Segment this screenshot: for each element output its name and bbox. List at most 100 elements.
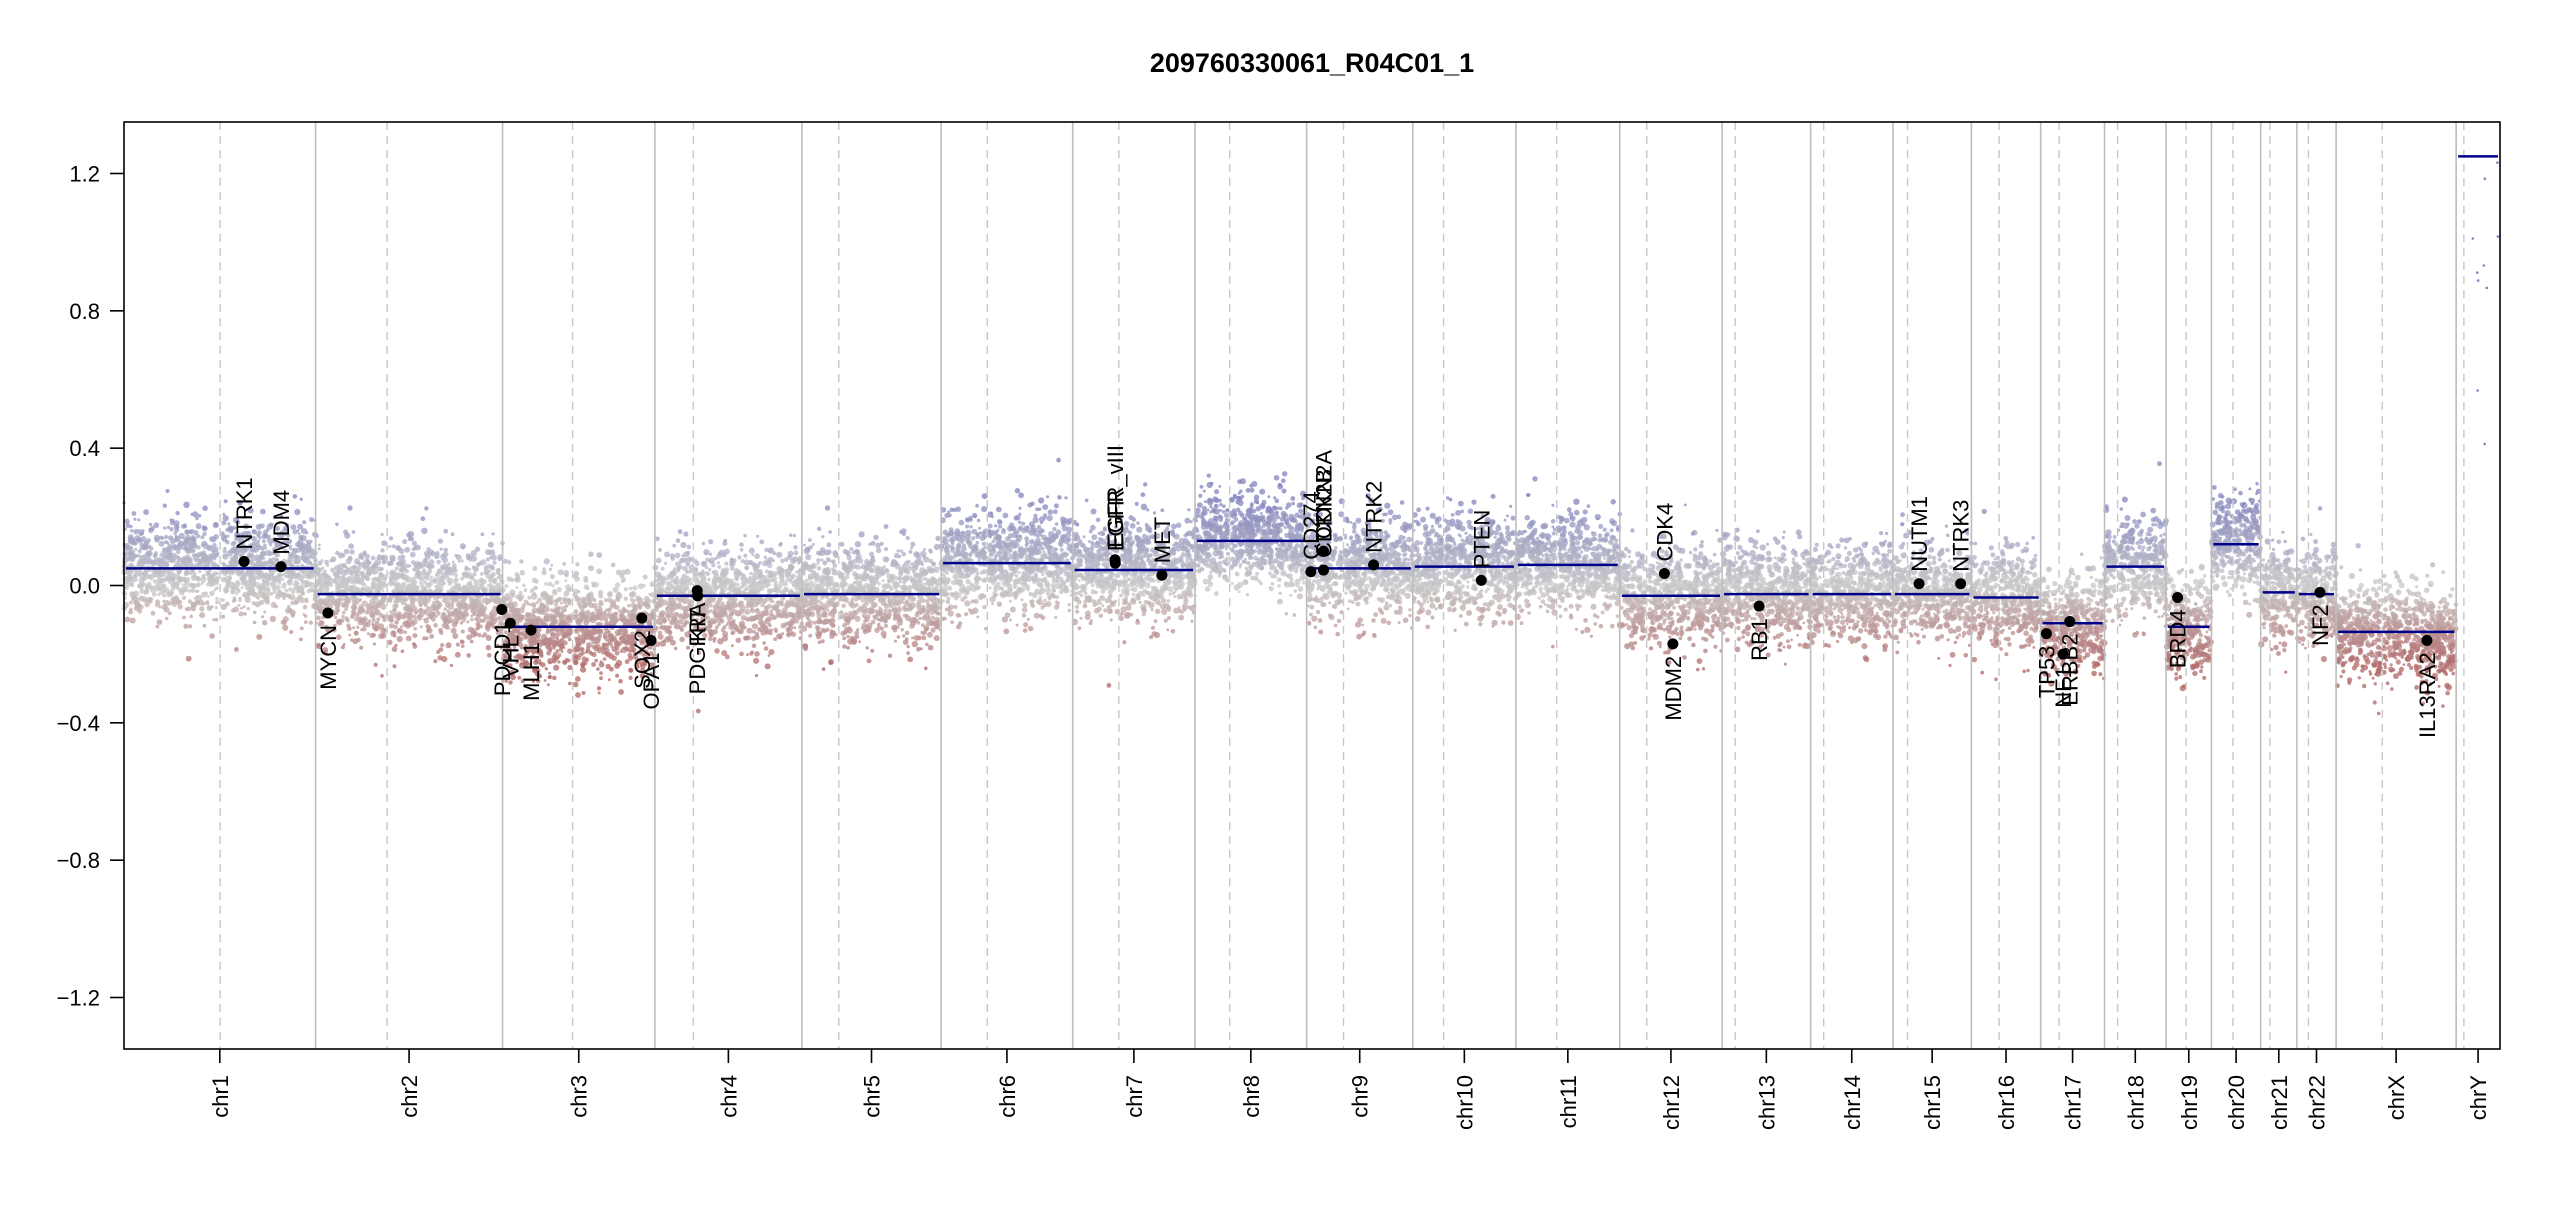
probe-point — [735, 637, 742, 644]
probe-point — [792, 583, 796, 588]
probe-point — [240, 586, 244, 590]
probe-point — [780, 622, 787, 629]
probe-point — [308, 588, 313, 593]
probe-point — [299, 637, 303, 642]
probe-point — [591, 584, 595, 588]
probe-point — [129, 582, 135, 588]
probe-point — [192, 541, 197, 545]
probe-point — [532, 566, 538, 571]
probe-point — [213, 521, 219, 527]
probe-point — [603, 635, 608, 640]
probe-point — [341, 610, 346, 615]
probe-point — [815, 550, 821, 556]
probe-point — [442, 563, 449, 570]
probe-point — [794, 618, 800, 624]
probe-point — [552, 675, 557, 681]
probe-point — [743, 635, 749, 641]
probe-point — [302, 613, 306, 616]
probe-point — [763, 575, 768, 579]
probe-point — [437, 603, 441, 607]
probe-point — [388, 536, 394, 541]
probe-point — [266, 523, 273, 530]
probe-point — [131, 511, 137, 516]
probe-point — [497, 556, 503, 562]
probe-point — [562, 659, 568, 665]
probe-point — [574, 628, 580, 635]
probe-point — [165, 573, 172, 580]
probe-point — [599, 660, 603, 663]
probe-point — [519, 559, 524, 564]
probe-point — [581, 656, 587, 662]
probe-point — [261, 539, 266, 544]
probe-point — [221, 520, 227, 526]
probe-point — [187, 599, 193, 604]
probe-point — [514, 576, 521, 583]
probe-point — [187, 529, 193, 535]
probe-point — [246, 607, 250, 611]
probe-point — [710, 633, 714, 637]
probe-point — [187, 549, 191, 553]
probe-point — [400, 583, 405, 589]
probe-point — [302, 557, 308, 563]
probe-point — [649, 612, 655, 618]
probe-point — [764, 569, 769, 574]
probe-point — [372, 642, 376, 646]
probe-point — [438, 579, 445, 586]
probe-point — [266, 587, 270, 591]
probe-point — [659, 581, 665, 586]
probe-point — [703, 549, 710, 556]
probe-point — [409, 614, 413, 618]
probe-point — [451, 597, 457, 603]
probe-point — [201, 544, 204, 547]
probe-point — [756, 534, 760, 538]
probe-point — [814, 578, 819, 583]
probe-point — [675, 538, 681, 543]
probe-point — [182, 540, 189, 546]
probe-point — [258, 570, 263, 574]
probe-point — [491, 554, 497, 561]
probe-point — [128, 546, 134, 551]
probe-point — [138, 569, 143, 574]
probe-point — [632, 605, 638, 611]
probe-point — [446, 579, 451, 583]
probe-point — [440, 574, 444, 578]
probe-point — [238, 501, 242, 505]
probe-point — [324, 559, 329, 565]
probe-point — [262, 591, 267, 596]
probe-point — [429, 634, 435, 639]
probe-point — [235, 587, 239, 591]
probe-point — [514, 572, 519, 577]
probe-point — [209, 590, 215, 597]
probe-point — [247, 507, 254, 514]
probe-point — [133, 571, 140, 578]
probe-point — [189, 536, 195, 543]
probe-point — [334, 615, 338, 620]
probe-point — [344, 607, 348, 612]
probe-point — [603, 598, 609, 603]
probe-point — [171, 519, 175, 523]
probe-point — [228, 526, 234, 532]
probe-point — [628, 586, 633, 591]
probe-point — [614, 662, 621, 669]
probe-point — [657, 630, 663, 635]
probe-point — [290, 589, 296, 595]
probe-point — [192, 583, 198, 588]
probe-point — [240, 606, 243, 610]
probe-point — [768, 570, 773, 575]
probe-point — [304, 580, 310, 586]
probe-point — [162, 562, 166, 565]
probe-point — [420, 583, 425, 589]
probe-point — [764, 547, 769, 553]
probe-point — [221, 598, 225, 602]
probe-point — [548, 567, 553, 571]
probe-point — [553, 607, 559, 613]
probe-point — [883, 524, 889, 529]
probe-point — [543, 558, 550, 565]
probe-point — [627, 603, 631, 608]
probe-point — [307, 546, 313, 553]
probe-point — [224, 539, 228, 543]
probe-point — [764, 663, 771, 670]
probe-point — [439, 547, 443, 551]
probe-point — [203, 526, 208, 531]
probe-point — [124, 585, 130, 591]
